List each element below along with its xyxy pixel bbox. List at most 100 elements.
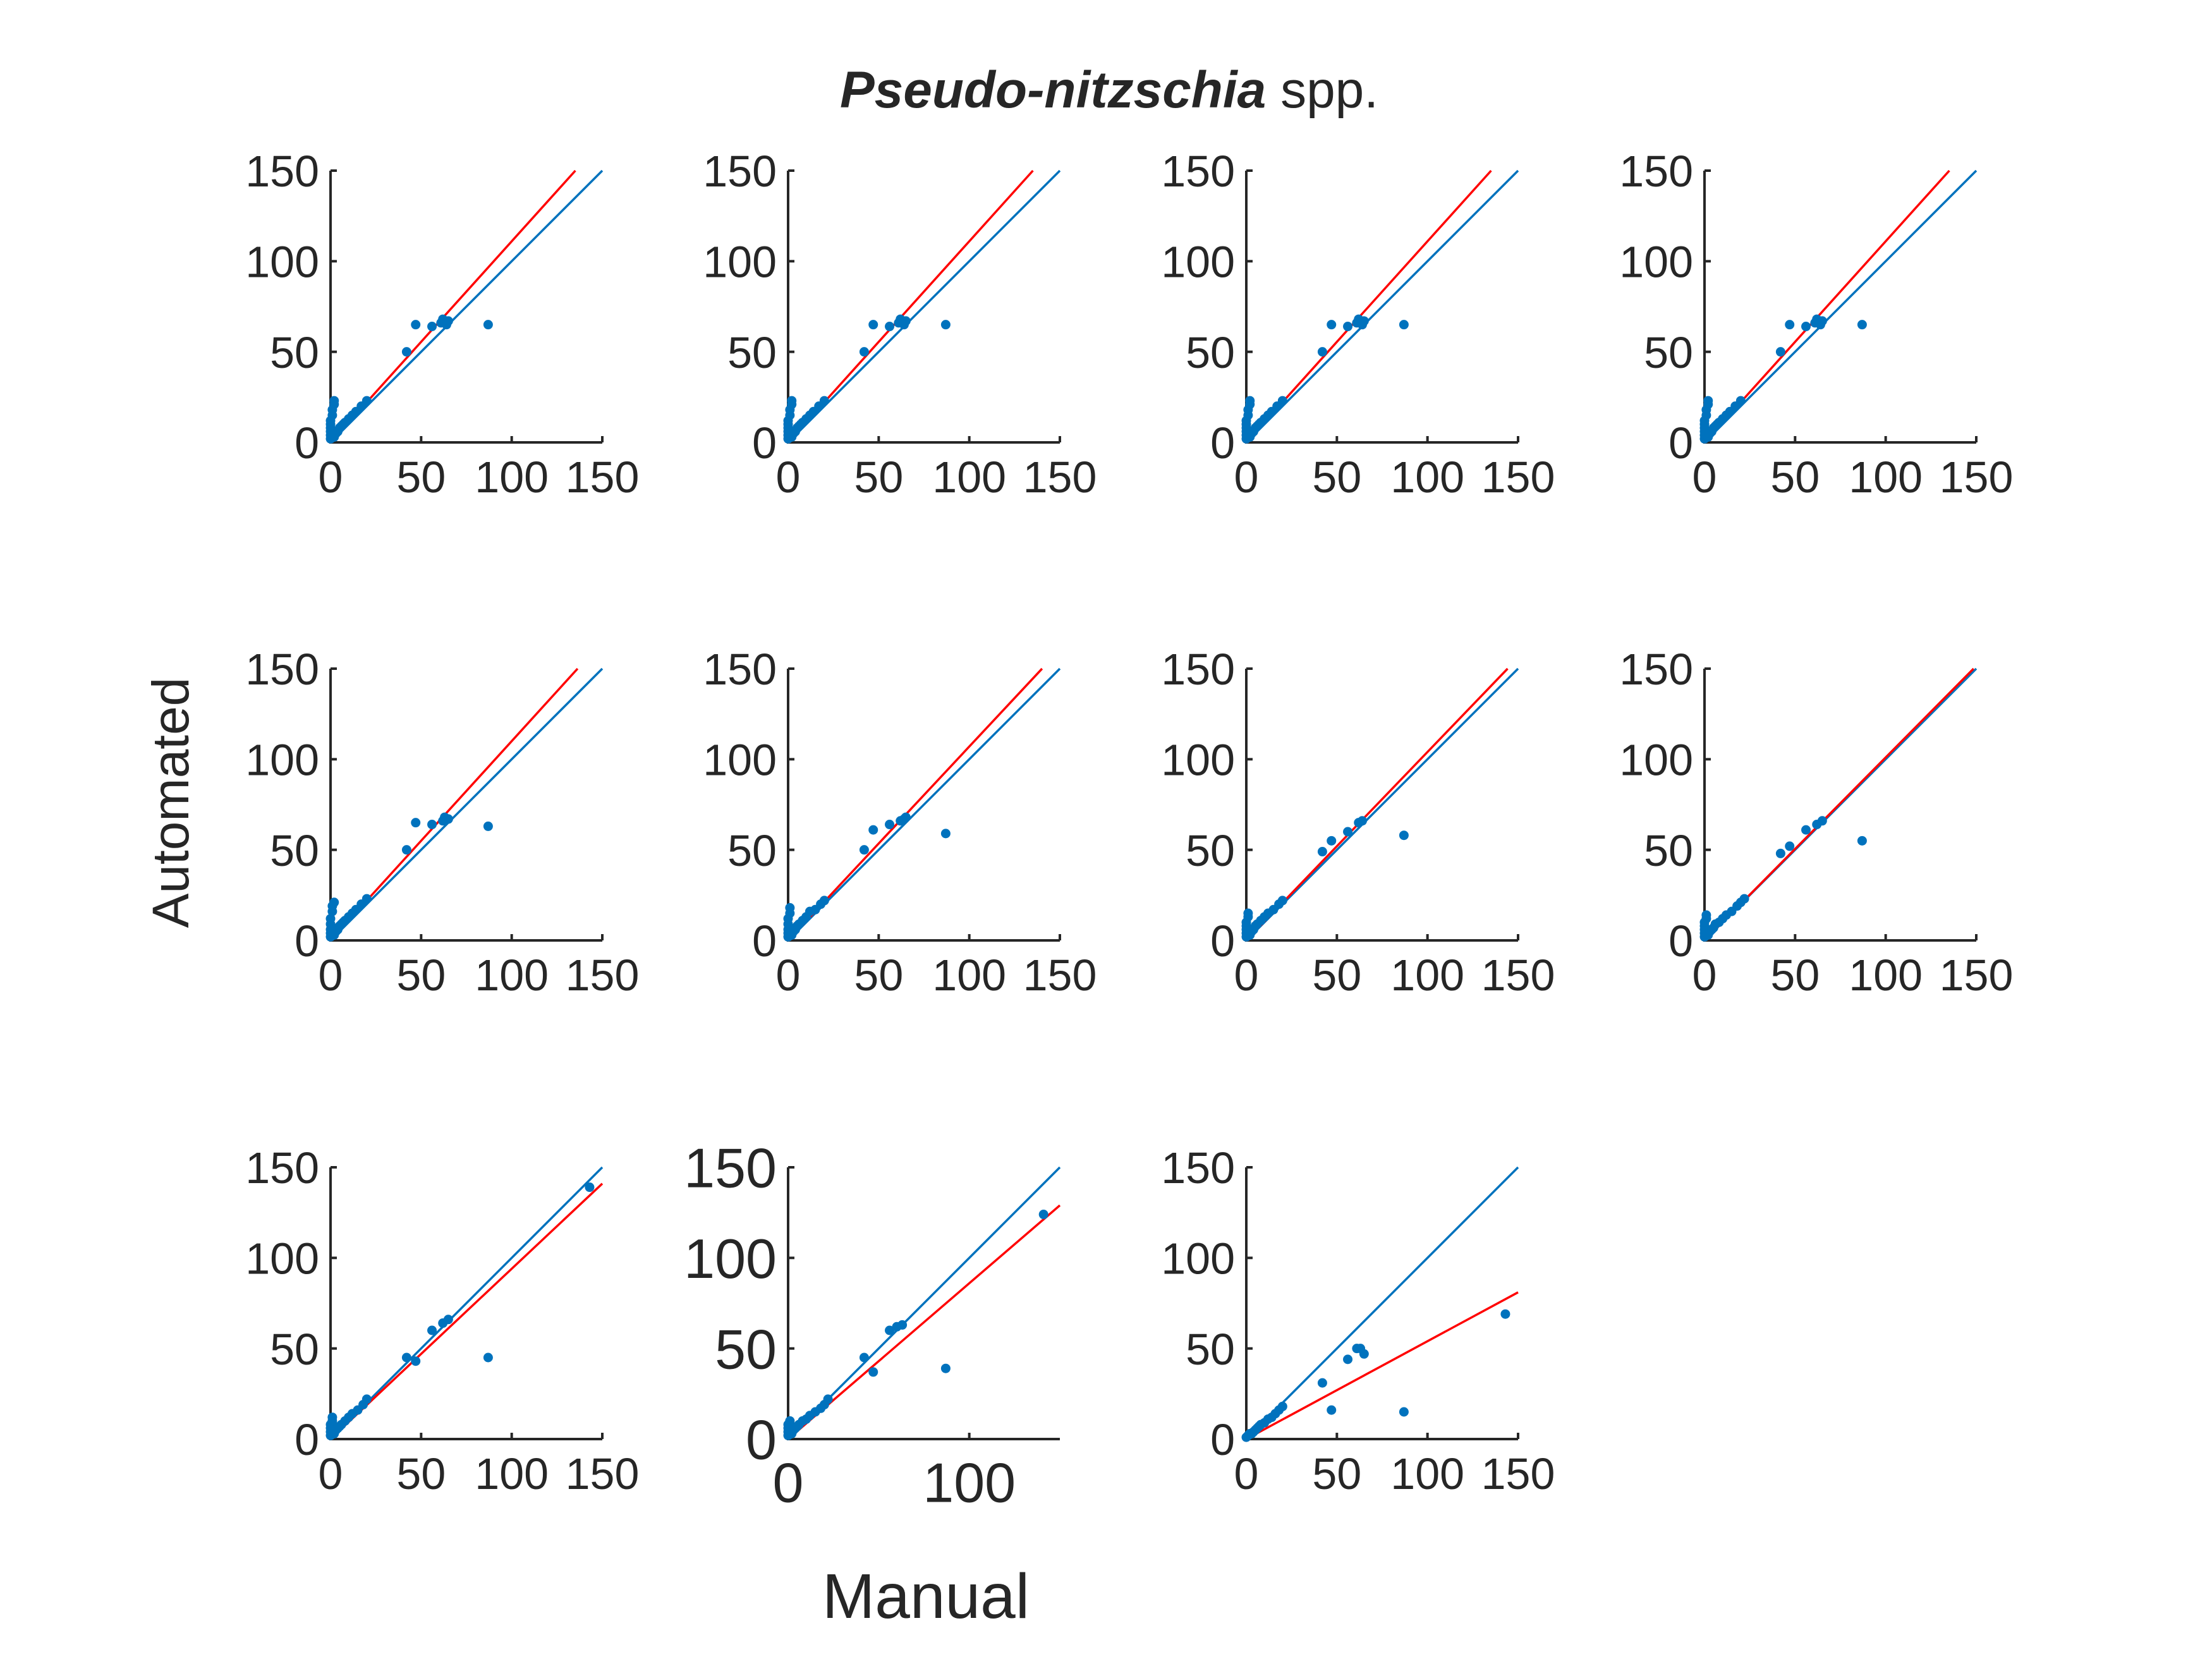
y-tick-label: 150 bbox=[245, 1143, 319, 1193]
data-point bbox=[1399, 320, 1409, 330]
data-point bbox=[1038, 1210, 1048, 1220]
data-point bbox=[443, 316, 453, 326]
x-tick-label: 0 bbox=[319, 453, 343, 502]
subplot-10: 0 50 100 150 0 100 bbox=[684, 1137, 1061, 1514]
y-tick-label: 100 bbox=[703, 736, 777, 785]
x-tick-label: 100 bbox=[1849, 453, 1923, 502]
x-tick-label: 150 bbox=[1481, 951, 1555, 1000]
y-tick-label: 50 bbox=[270, 826, 319, 875]
subplot-7: 0 50 100 150 0 50 100 150 bbox=[1161, 645, 1555, 1000]
data-point bbox=[885, 820, 895, 830]
fit-line bbox=[329, 169, 576, 444]
data-point bbox=[1327, 836, 1337, 846]
y-tick-label: 50 bbox=[1644, 328, 1693, 377]
subplot-3: 0 50 100 150 0 50 100 150 bbox=[1161, 147, 1555, 502]
data-point bbox=[940, 829, 951, 839]
x-tick-label: 150 bbox=[566, 1449, 640, 1498]
x-tick-label: 50 bbox=[1312, 453, 1361, 502]
x-tick-label: 0 bbox=[776, 453, 801, 502]
subplot-8: 0 50 100 150 0 50 100 150 bbox=[1619, 645, 2013, 1000]
data-point bbox=[1399, 1407, 1409, 1417]
data-point bbox=[785, 902, 795, 913]
y-tick-label: 100 bbox=[1161, 736, 1235, 785]
fit-line bbox=[329, 667, 579, 942]
data-point bbox=[1801, 322, 1811, 332]
data-point bbox=[859, 347, 869, 357]
identity-line bbox=[787, 667, 1061, 942]
fit-line bbox=[1245, 169, 1492, 444]
data-point bbox=[1857, 836, 1867, 846]
data-point bbox=[1399, 830, 1409, 841]
y-tick-label: 50 bbox=[727, 826, 777, 875]
x-tick-label: 100 bbox=[932, 453, 1006, 502]
fit-line bbox=[1245, 667, 1509, 942]
y-tick-label: 0 bbox=[1668, 418, 1693, 468]
x-tick-label: 150 bbox=[1023, 453, 1097, 502]
y-tick-label: 50 bbox=[1186, 826, 1235, 875]
data-point bbox=[427, 322, 437, 332]
y-tick-label: 50 bbox=[715, 1318, 777, 1380]
x-tick-label: 100 bbox=[475, 1449, 549, 1498]
x-tick-label: 0 bbox=[1692, 951, 1717, 1000]
y-tick-label: 0 bbox=[1668, 916, 1693, 966]
data-point bbox=[411, 818, 421, 828]
data-point bbox=[1343, 1354, 1353, 1364]
identity-line bbox=[1245, 667, 1519, 942]
x-tick-label: 0 bbox=[319, 951, 343, 1000]
y-tick-label: 0 bbox=[295, 1415, 319, 1464]
x-tick-label: 50 bbox=[396, 951, 446, 1000]
x-tick-label: 0 bbox=[776, 951, 801, 1000]
x-tick-label: 100 bbox=[932, 951, 1006, 1000]
data-point bbox=[1277, 1401, 1287, 1411]
data-point bbox=[901, 812, 911, 822]
y-tick-label: 0 bbox=[295, 916, 319, 966]
identity-line bbox=[787, 1166, 1061, 1440]
data-point bbox=[401, 347, 411, 357]
data-point bbox=[859, 1352, 869, 1363]
subplot-9: 0 50 100 150 0 50 100 150 bbox=[245, 1143, 639, 1498]
data-point bbox=[1735, 396, 1746, 406]
identity-line bbox=[329, 169, 604, 444]
y-tick-label: 50 bbox=[1186, 328, 1235, 377]
identity-line bbox=[1245, 1166, 1519, 1440]
data-point bbox=[483, 320, 493, 330]
data-point bbox=[785, 1416, 795, 1426]
data-point bbox=[1775, 848, 1785, 858]
data-point bbox=[329, 897, 339, 908]
y-tick-label: 150 bbox=[703, 645, 777, 694]
y-tick-label: 0 bbox=[746, 1409, 777, 1471]
x-tick-label: 100 bbox=[1390, 951, 1464, 1000]
y-tick-label: 150 bbox=[703, 147, 777, 196]
data-point bbox=[901, 316, 911, 326]
data-point bbox=[362, 1394, 372, 1404]
identity-line bbox=[787, 169, 1061, 444]
x-tick-label: 100 bbox=[923, 1451, 1016, 1514]
fit-line bbox=[329, 1182, 604, 1440]
x-tick-label: 150 bbox=[1940, 453, 2014, 502]
data-point bbox=[819, 396, 829, 406]
x-tick-label: 150 bbox=[566, 951, 640, 1000]
subplot-6: 0 50 100 150 0 50 100 150 bbox=[703, 645, 1097, 1000]
x-tick-label: 100 bbox=[475, 453, 549, 502]
subplot-1: 0 50 100 150 0 50 100 150 bbox=[245, 147, 639, 502]
data-point bbox=[859, 845, 869, 855]
x-tick-label: 0 bbox=[319, 1449, 343, 1498]
data-point bbox=[1739, 894, 1749, 904]
data-point bbox=[1357, 816, 1367, 826]
data-point bbox=[427, 820, 437, 830]
fit-line bbox=[1703, 169, 1950, 444]
data-point bbox=[585, 1182, 595, 1193]
x-tick-label: 50 bbox=[854, 951, 903, 1000]
y-tick-label: 50 bbox=[270, 1325, 319, 1374]
data-point bbox=[787, 396, 797, 406]
identity-line bbox=[329, 1166, 604, 1440]
y-tick-label: 100 bbox=[1619, 736, 1693, 785]
y-tick-label: 0 bbox=[752, 418, 777, 468]
data-point bbox=[327, 1413, 337, 1423]
figure-title-suffix: spp. bbox=[1266, 61, 1378, 119]
data-point bbox=[1277, 896, 1287, 906]
subplot-11: 0 50 100 150 0 50 100 150 bbox=[1161, 1143, 1555, 1498]
x-tick-label: 50 bbox=[396, 1449, 446, 1498]
data-point bbox=[1343, 322, 1353, 332]
x-tick-label: 100 bbox=[1849, 951, 1923, 1000]
